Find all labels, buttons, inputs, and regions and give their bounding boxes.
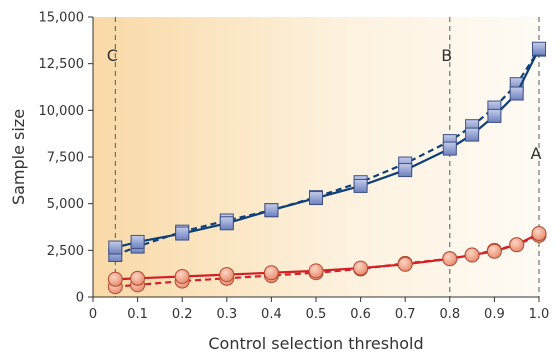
x-tick-label-1: 0.1 xyxy=(127,307,148,322)
x-tick-label-6: 0.6 xyxy=(350,307,371,322)
y-tick-label-1: 2,500 xyxy=(47,244,84,259)
series-2-point-8 xyxy=(442,251,458,267)
series-0-point-8 xyxy=(442,141,457,156)
x-tick-label-10: 1.0 xyxy=(529,307,550,322)
series-2-point-9 xyxy=(464,247,480,263)
annotation-label-b: B xyxy=(441,46,452,65)
y-tick-label-2: 5,000 xyxy=(47,197,84,212)
series-0-point-2 xyxy=(175,226,190,241)
x-axis-title: Control selection threshold xyxy=(208,334,423,353)
y-tick-label-0: 0 xyxy=(76,291,84,306)
series-0-point-10 xyxy=(487,108,502,123)
series-2-point-10 xyxy=(486,243,502,259)
series-0-point-9 xyxy=(465,127,480,142)
series-0-point-4 xyxy=(264,203,279,218)
series-2-point-5 xyxy=(308,263,324,279)
annotation-label-a: A xyxy=(531,144,542,163)
x-tick-label-4: 0.4 xyxy=(261,307,282,322)
annotation-label-c: C xyxy=(107,46,118,65)
series-2-point-12 xyxy=(531,226,547,242)
series-0-point-0 xyxy=(108,240,123,255)
series-2-point-4 xyxy=(263,265,279,281)
series-0-point-12 xyxy=(532,41,546,56)
series-0 xyxy=(108,41,546,255)
series-2-point-0 xyxy=(107,271,123,287)
series-2-point-7 xyxy=(397,256,413,272)
series-2 xyxy=(107,226,547,287)
series-2-point-2 xyxy=(174,268,190,284)
x-tick-label-0: 0 xyxy=(89,307,97,322)
x-tick-label-5: 0.5 xyxy=(306,307,327,322)
series-2-point-3 xyxy=(219,267,235,283)
x-tick-label-2: 0.2 xyxy=(172,307,193,322)
series-0-point-1 xyxy=(130,234,145,249)
series-2-point-1 xyxy=(130,270,146,286)
series-0-point-5 xyxy=(309,191,323,206)
series-0-point-11 xyxy=(509,86,524,101)
series-2-point-11 xyxy=(509,237,525,253)
x-tick-label-9: 0.9 xyxy=(484,307,505,322)
plot-background xyxy=(93,17,539,297)
series-2-point-6 xyxy=(353,260,369,276)
y-axis-title: Sample size xyxy=(9,109,28,205)
x-tick-label-3: 0.3 xyxy=(216,307,237,322)
series-0-point-3 xyxy=(219,216,234,231)
y-tick-label-3: 7,500 xyxy=(47,151,84,166)
series-0-point-7 xyxy=(398,163,413,178)
x-tick-label-8: 0.8 xyxy=(439,307,460,322)
series-0-point-6 xyxy=(353,178,368,193)
y-tick-label-5: 12,500 xyxy=(39,57,85,72)
y-tick-label-4: 10,000 xyxy=(39,104,85,119)
y-tick-label-6: 15,000 xyxy=(39,11,85,26)
x-tick-label-7: 0.7 xyxy=(395,307,416,322)
